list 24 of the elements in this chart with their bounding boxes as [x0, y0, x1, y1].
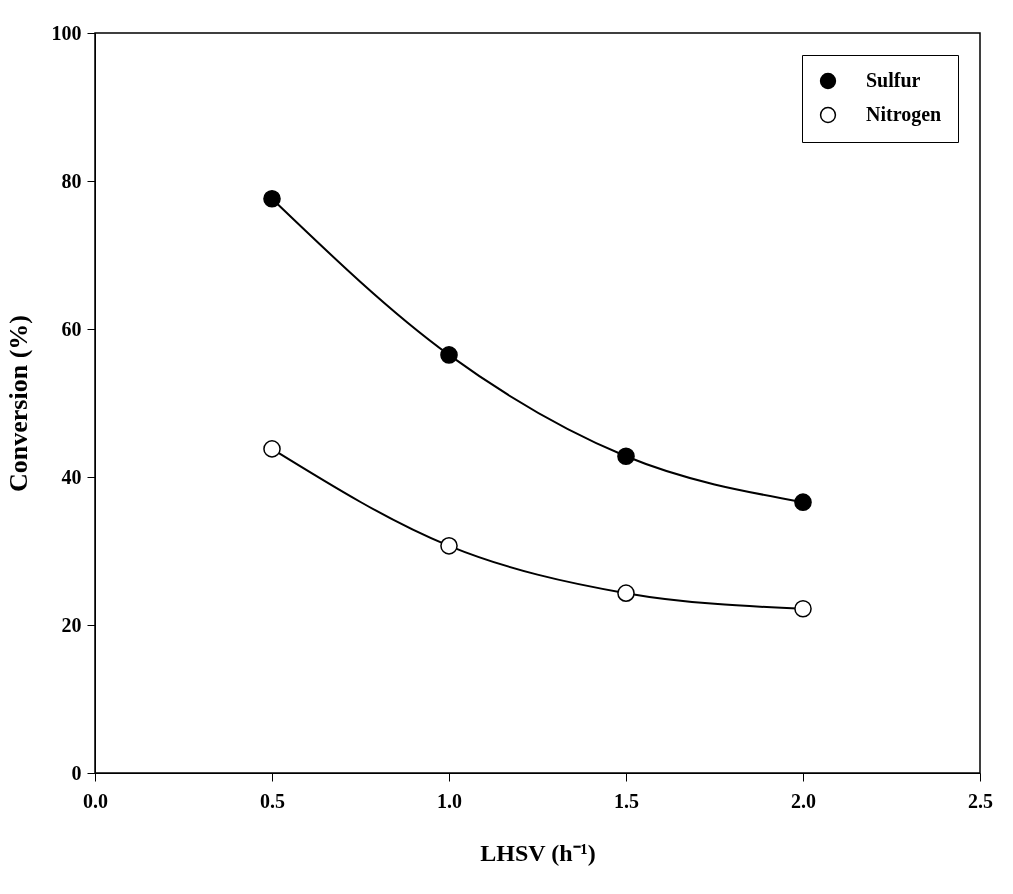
x-tick-label: 2.0	[791, 789, 816, 812]
point	[617, 447, 635, 466]
y-tick-label: 20	[61, 613, 82, 636]
x-tick-label: 1.0	[437, 789, 462, 812]
legend-label: Sulfur	[866, 69, 921, 91]
x-tick-label: 0.0	[83, 789, 108, 812]
point	[263, 189, 281, 208]
y-tick-label: 100	[51, 21, 82, 44]
x-axis-title: LHSV (h⁻¹)	[480, 839, 596, 866]
x-tick-label: 2.5	[968, 789, 993, 812]
x-tick-label: 0.5	[260, 789, 285, 812]
point	[617, 584, 635, 602]
point	[440, 346, 458, 364]
x-tick-label: 1.5	[614, 789, 639, 812]
point	[794, 493, 812, 511]
y-tick-label: 80	[61, 169, 82, 192]
y-tick-label: 60	[61, 317, 82, 340]
y-axis-title: Conversion (%)	[3, 315, 33, 492]
y-tick-label: 0	[71, 761, 82, 784]
point	[263, 440, 281, 458]
y-tick-label: 40	[61, 465, 82, 488]
legend-label: Nitrogen	[866, 103, 942, 126]
point	[794, 599, 812, 618]
point	[440, 537, 458, 555]
